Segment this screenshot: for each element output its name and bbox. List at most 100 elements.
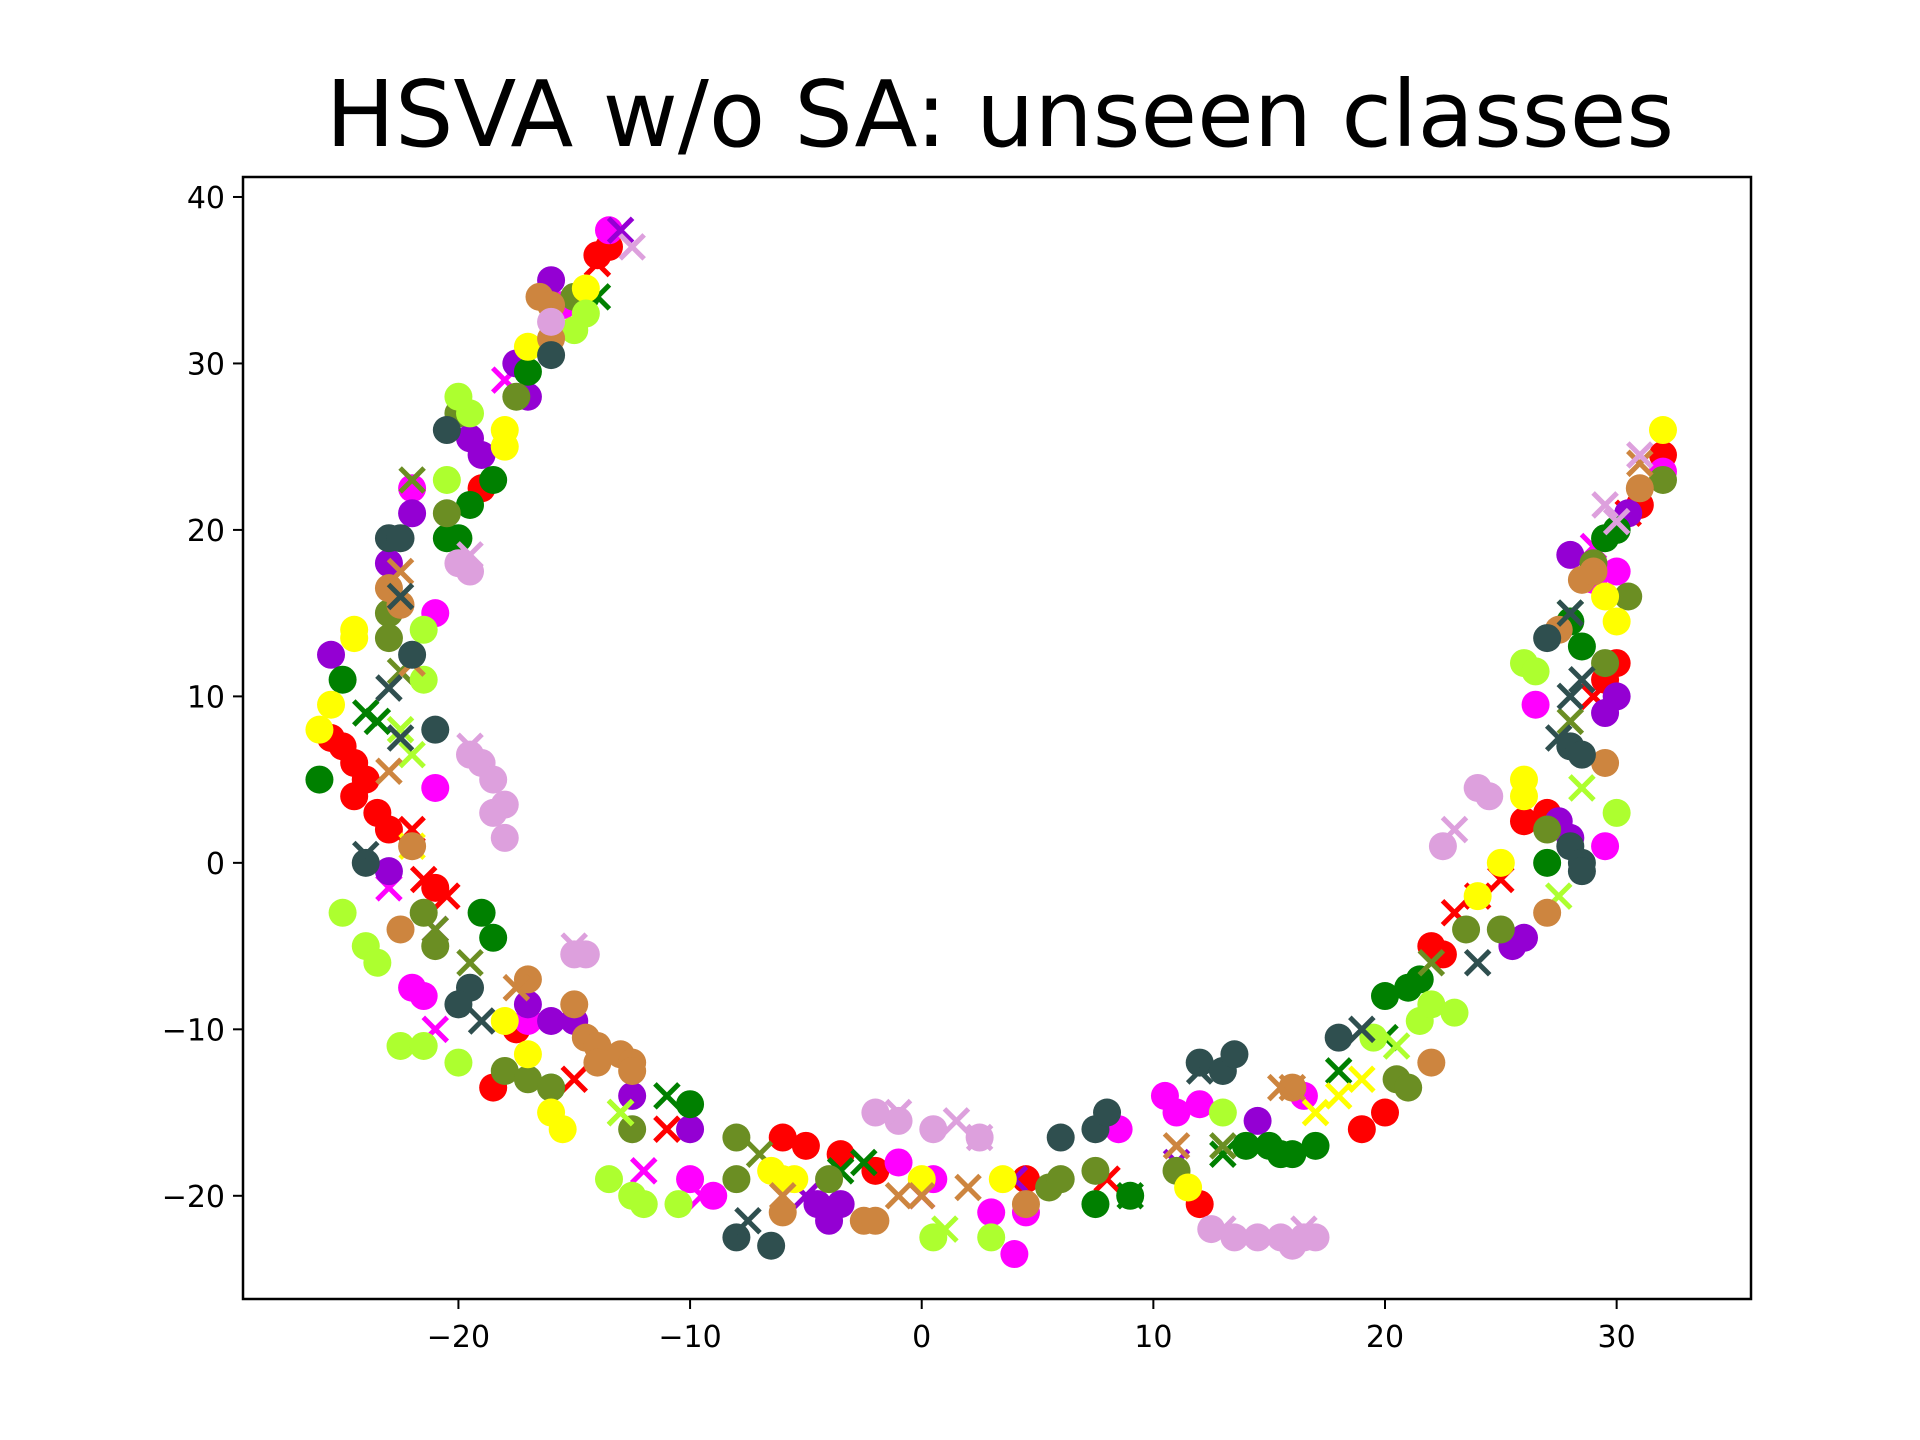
data-point-cross-olive: [421, 915, 450, 944]
data-point-cross-green: [850, 1148, 878, 1177]
data-point-lime: [363, 948, 392, 977]
data-point-magenta: [421, 773, 450, 802]
data-point-yellow: [340, 624, 369, 653]
data-point-cross-lime: [398, 740, 426, 769]
data-point-darkslate: [1324, 1023, 1353, 1052]
data-point-cross-peru: [1278, 1073, 1307, 1102]
x-tick-label: 30: [1598, 1320, 1636, 1355]
data-point-cross-lime: [386, 715, 415, 744]
data-point-cross-yellow: [1301, 1098, 1330, 1127]
data-point-purple: [467, 441, 496, 470]
data-point-green: [456, 490, 485, 519]
data-point-lime: [444, 382, 473, 411]
data-point-yellow: [571, 274, 600, 303]
data-point-cross-red: [560, 1065, 589, 1094]
data-point-olive: [722, 1165, 751, 1194]
data-point-cross-darkslate: [1568, 665, 1596, 694]
data-point-cross-lime: [1382, 1032, 1411, 1060]
data-point-cross-darkslate: [1185, 1057, 1214, 1085]
data-point-green: [1533, 848, 1562, 877]
data-point-cross-plum: [618, 233, 646, 261]
data-point-magenta: [409, 982, 438, 1011]
data-point-cross-red: [653, 1115, 681, 1143]
data-point-cross-peru: [1162, 1132, 1191, 1160]
data-point-red: [1371, 1098, 1400, 1127]
data-point-yellow: [988, 1165, 1017, 1194]
data-point-cross-peru: [907, 1182, 936, 1210]
data-point-cross-peru: [375, 757, 403, 786]
data-point-lime: [328, 898, 357, 927]
data-point-yellow: [1174, 1173, 1203, 1202]
data-point-plum: [884, 1106, 913, 1135]
data-point-olive: [490, 1056, 519, 1085]
data-point-cross-darkslate: [1544, 724, 1573, 752]
data-point-cross-plum: [1602, 507, 1631, 536]
data-point-peru: [1579, 557, 1608, 586]
data-point-darkslate: [1220, 1040, 1249, 1069]
data-point-purple: [374, 857, 403, 886]
data-point-cross-peru: [1266, 1073, 1295, 1102]
data-point-cross-red: [583, 249, 612, 278]
data-point-yellow: [548, 1115, 577, 1144]
data-point-magenta: [1162, 1098, 1191, 1127]
data-point-purple: [1602, 682, 1631, 711]
x-tick-label: −10: [658, 1320, 721, 1355]
data-point-magenta: [1185, 1090, 1214, 1119]
data-point-peru: [398, 832, 427, 861]
data-point-green: [1301, 1131, 1330, 1160]
data-point-red: [340, 782, 369, 811]
data-point-cross-plum: [1626, 441, 1654, 469]
data-point-olive: [1648, 465, 1677, 494]
data-point-plum: [919, 1115, 948, 1144]
data-point-darkslate: [1046, 1123, 1075, 1152]
data-point-peru: [560, 990, 589, 1019]
data-point-plum: [490, 823, 519, 852]
x-tick-label: 10: [1134, 1320, 1172, 1355]
chart-title: HSVA w/o SA: unseen classes: [326, 61, 1674, 168]
data-point-olive: [409, 898, 438, 927]
data-point-green: [676, 1090, 705, 1119]
data-point-plum: [479, 798, 508, 827]
data-point-peru: [1625, 474, 1654, 503]
data-point-lime: [560, 316, 589, 345]
data-point-cross-peru: [954, 1173, 982, 1202]
data-point-cross-peru: [386, 557, 415, 586]
data-point-magenta: [1591, 832, 1620, 861]
y-tick-label: 20: [187, 514, 225, 549]
data-point-lime: [409, 615, 438, 644]
data-point-cross-green: [1116, 1182, 1144, 1210]
data-point-purple: [317, 640, 346, 669]
data-point-lime: [1440, 998, 1469, 1027]
data-point-cross-peru: [884, 1182, 913, 1210]
data-point-cross-yellow: [1324, 1082, 1353, 1110]
y-tick-label: 30: [187, 347, 225, 382]
data-point-darkslate: [1567, 740, 1596, 769]
data-point-yellow: [513, 332, 542, 361]
data-point-magenta: [676, 1165, 705, 1194]
data-point-cross-olive: [456, 948, 484, 977]
data-point-olive: [1046, 1165, 1075, 1194]
data-point-green: [1232, 1131, 1261, 1160]
x-tick-label: 0: [912, 1320, 931, 1355]
data-point-cross-green: [1209, 1140, 1237, 1168]
data-point-plum: [479, 765, 508, 794]
data-point-yellow: [490, 1006, 519, 1035]
data-point-olive: [1394, 1073, 1423, 1102]
data-point-cross-plum: [560, 932, 589, 960]
data-point-lime: [444, 1048, 473, 1077]
y-axis: −20 −10 0 10 20 30 40: [162, 181, 243, 1215]
data-point-plum: [537, 307, 566, 336]
data-point-olive: [513, 1065, 542, 1094]
plot-marks: [305, 216, 1677, 1269]
y-tick-label: −20: [162, 1180, 225, 1215]
data-point-cross-plum: [1209, 1215, 1237, 1243]
data-point-green: [513, 357, 542, 386]
data-point-olive: [618, 1115, 647, 1144]
data-point-olive: [432, 499, 461, 528]
data-point-yellow: [1463, 882, 1492, 911]
data-point-olive: [374, 624, 403, 653]
data-point-cross-magenta: [629, 1157, 658, 1185]
data-point-cross-plum: [1440, 815, 1469, 844]
data-point-cross-darkslate: [467, 1007, 496, 1035]
